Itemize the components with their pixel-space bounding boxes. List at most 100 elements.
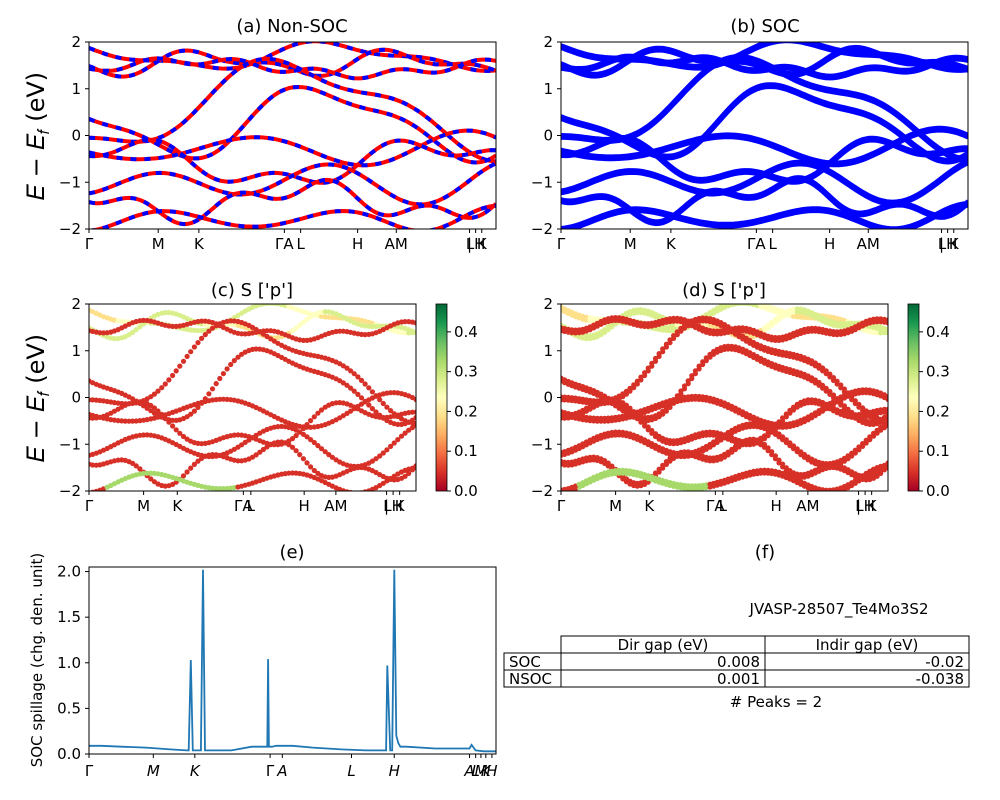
panel-a-xtick-label: LH — [466, 235, 486, 253]
panel-a-band-line — [89, 56, 496, 81]
panel-c-point — [242, 439, 248, 445]
panel-c-point — [329, 454, 335, 460]
panel-d-point — [605, 324, 611, 330]
panel-c-point — [402, 319, 408, 325]
panel-c-point — [137, 466, 143, 472]
panel-d-point — [674, 329, 680, 335]
panel-d-point — [612, 429, 619, 435]
panel-d-point — [689, 483, 695, 489]
panel-a-band-line-overlay — [89, 47, 496, 79]
panel-c-point — [144, 405, 150, 411]
panel-d-xtick-label: Γ — [557, 497, 566, 515]
panel-c-point — [257, 449, 263, 455]
panel-e-ylabel: SOC spillage (chg. den. unit) — [28, 553, 46, 768]
panel-d-point — [834, 329, 840, 335]
panel-c-point — [311, 467, 317, 474]
panel-d-xtick-label: LH — [855, 497, 875, 515]
panel-d-point — [660, 408, 666, 414]
panel-d-point — [729, 446, 735, 452]
panel-e-xtick-label: A — [463, 762, 474, 780]
panel-d-point — [823, 368, 829, 374]
panel-d-xtick-label: K — [644, 497, 655, 515]
panel-c-point — [275, 439, 281, 445]
panel-c-point — [293, 325, 299, 331]
panel-c-point — [362, 381, 368, 387]
panel-c-point — [304, 422, 310, 428]
panel-c-point — [191, 344, 197, 350]
panel-c-point — [148, 476, 154, 482]
panel-c-point — [260, 446, 266, 453]
panel-d-point — [856, 475, 862, 481]
panel-d-point — [874, 427, 880, 433]
panel-a-band-line — [89, 203, 496, 229]
panel-c-point — [177, 363, 183, 369]
panel-c-point — [300, 319, 306, 325]
panel-a-ytick-label: −2 — [59, 220, 81, 238]
panel-d-point — [638, 416, 644, 422]
panel-b-xtick-label: K — [949, 235, 960, 253]
panel-b-band-line — [561, 128, 968, 168]
panel-e-xtick-label: M — [474, 762, 487, 780]
panel-c-point — [191, 461, 197, 467]
panel-b-xtick-label: ΓA — [747, 235, 766, 253]
panel-b-xtick-label: L — [768, 235, 777, 253]
panel-c-cbtick-label: 0.4 — [454, 323, 478, 341]
panel-c-point — [170, 423, 176, 429]
panel-c-point — [177, 430, 183, 436]
panel-d-point — [841, 386, 848, 392]
panel-d-point — [885, 406, 888, 412]
panel-c-point — [289, 436, 296, 442]
panel-d-xtick-label: M — [609, 497, 622, 515]
panel-c-point — [311, 439, 317, 446]
panel-a-ytick-label: 1 — [71, 80, 81, 98]
panel-c-point — [202, 332, 208, 338]
panel-e-xtick-label: M — [147, 762, 160, 780]
panel-c-point — [231, 358, 237, 364]
panel-d-point — [707, 351, 713, 357]
panel-d-point — [649, 360, 655, 366]
panel-c-point — [373, 409, 379, 415]
panel-c-point — [351, 388, 357, 394]
panel-d-point — [885, 419, 888, 426]
panel-d-point — [870, 430, 877, 436]
panel-d-point — [747, 421, 753, 427]
panel-a-band-line-overlay — [89, 84, 496, 165]
panel-c-point — [340, 488, 346, 491]
panel-a-band-line-overlay — [89, 203, 496, 229]
panel-d-point — [867, 434, 873, 440]
panel-d-point — [652, 431, 659, 437]
panel-c-point — [231, 432, 237, 438]
panel-d-point — [725, 343, 731, 349]
panel-c-point — [366, 385, 372, 391]
panel-a-xtick-label: M — [152, 235, 165, 253]
panel-c-colorbar-ticks: 0.4 0.3 0.2 0.1 0.0 — [447, 323, 478, 500]
panel-d-point — [761, 441, 768, 448]
panel-d-ytick-label: 1 — [543, 342, 553, 360]
panel-e-ytick-label: 0.0 — [57, 745, 81, 763]
panel-d-point — [634, 378, 640, 384]
panel-d-point — [652, 470, 659, 476]
panel-c-point — [133, 327, 139, 333]
panel-b-band-line — [561, 125, 968, 165]
panel-d-point — [681, 449, 688, 455]
panel-d-point — [874, 316, 880, 322]
panel-d-point — [602, 327, 608, 333]
panel-d-point — [780, 415, 786, 421]
panel-c-point — [358, 377, 365, 383]
panel-d-xtick-label: ΓA — [706, 497, 725, 515]
panel-c-cbtick-label: 0.1 — [454, 442, 478, 460]
panel-b-xtick-label: | — [939, 235, 944, 253]
panel-c-point — [380, 400, 386, 407]
panel-d-point — [885, 394, 888, 400]
panel-c-cbtick-label: 0.2 — [454, 402, 478, 420]
panel-d-point — [631, 409, 637, 415]
panel-d-point — [845, 406, 851, 412]
panel-c-point — [369, 389, 375, 395]
panel-c-point — [166, 419, 172, 425]
panel-d-point — [732, 304, 738, 307]
panel-c-point — [90, 462, 96, 468]
panel-d-cbtick-label: 0.0 — [926, 482, 950, 500]
panel-c-point — [188, 465, 194, 471]
